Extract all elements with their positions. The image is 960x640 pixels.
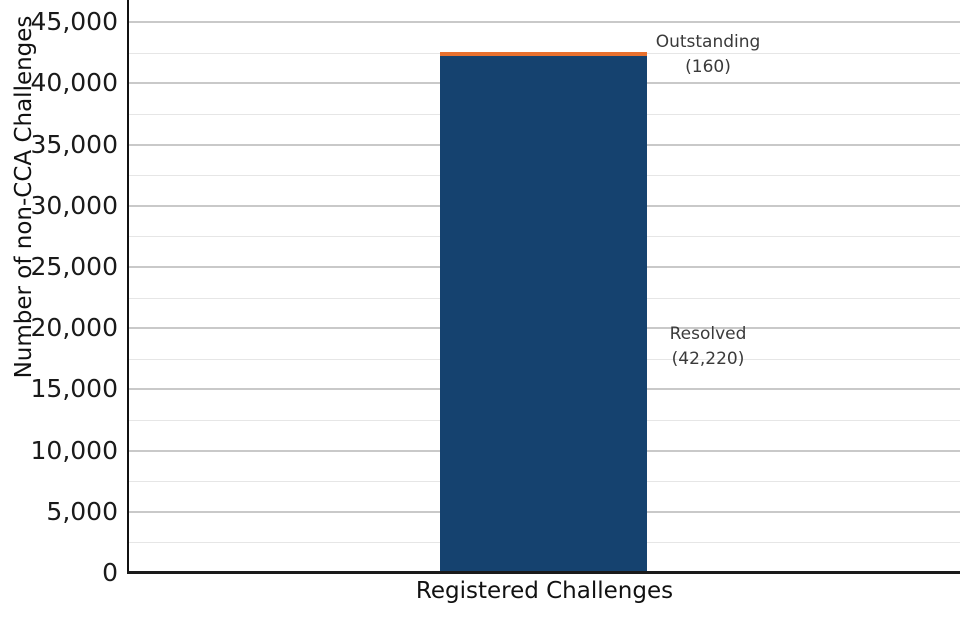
annotation-resolved-label: Resolved (669, 324, 747, 344)
x-axis-label: Registered Challenges (415, 578, 674, 604)
y-axis-spine (127, 0, 129, 573)
y-tick-label: 20,000 (30, 313, 118, 343)
annotation-outstanding-label: Outstanding (655, 32, 761, 52)
y-tick-label: 45,000 (30, 7, 118, 36)
annotation-outstanding-value: (160) (685, 57, 731, 77)
annotation-outstanding: Outstanding (160) (656, 30, 761, 80)
major-gridline (129, 143, 960, 146)
minor-gridline (129, 113, 960, 115)
major-gridline (129, 204, 960, 207)
minor-gridline (129, 175, 960, 177)
y-tick-label: 0 (102, 558, 118, 587)
major-gridline (129, 510, 960, 513)
major-gridline (129, 449, 960, 452)
minor-gridline (129, 52, 960, 54)
major-gridline (129, 265, 960, 268)
annotation-resolved: Resolved (42,220) (670, 322, 747, 372)
bar-segment-resolved (440, 56, 647, 573)
minor-gridline (129, 297, 960, 299)
annotation-resolved-value: (42,220) (671, 349, 745, 369)
y-tick-label: 5,000 (46, 496, 118, 526)
y-tick-label: 15,000 (30, 374, 118, 404)
y-tick-label: 40,000 (30, 68, 118, 98)
minor-gridline (129, 542, 960, 544)
y-tick-label: 30,000 (30, 190, 118, 220)
major-gridline (129, 82, 960, 85)
minor-gridline (129, 358, 960, 360)
y-tick-label: 35,000 (30, 129, 118, 159)
minor-gridline (129, 420, 960, 421)
y-tick-label: 25,000 (30, 251, 118, 281)
x-axis-spine (127, 571, 960, 574)
stacked-bar-registered-challenges (440, 0, 647, 573)
y-tick-label: 10,000 (30, 435, 118, 465)
plot-area (127, 0, 960, 573)
major-gridline (129, 388, 960, 391)
major-gridline (129, 21, 960, 23)
major-gridline (129, 327, 960, 330)
minor-gridline (129, 236, 960, 238)
minor-gridline (129, 481, 960, 483)
